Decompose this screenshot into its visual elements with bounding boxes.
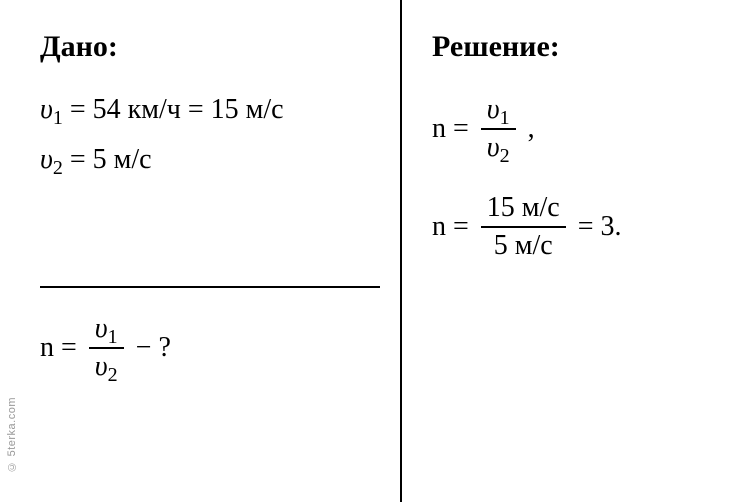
find-tail: − ? bbox=[136, 332, 171, 364]
find-num-sub: 1 bbox=[108, 326, 118, 348]
v1-value: = 54 км/ч = 15 м/с bbox=[63, 94, 284, 125]
find-numerator: υ1 bbox=[89, 313, 124, 349]
eq1-lhs: n = bbox=[432, 113, 469, 145]
watermark-text: © 5terka.com bbox=[6, 397, 18, 472]
v2-symbol: υ bbox=[40, 144, 53, 175]
find-den-sub: 2 bbox=[108, 364, 118, 386]
given-column: Дано: υ1 = 54 км/ч = 15 м/с υ2 = 5 м/с n… bbox=[40, 30, 400, 482]
find-denominator: υ2 bbox=[89, 349, 124, 383]
eq1-fraction: υ1 υ2 bbox=[481, 94, 516, 164]
eq1-denominator: υ2 bbox=[481, 130, 516, 164]
eq1-num-var: υ bbox=[487, 94, 500, 125]
eq2-lhs: n = bbox=[432, 211, 469, 243]
given-title: Дано: bbox=[40, 30, 400, 64]
eq2-fraction: 15 м/с 5 м/с bbox=[481, 192, 566, 262]
eq2-numerator: 15 м/с bbox=[481, 192, 566, 228]
vertical-divider bbox=[400, 0, 402, 502]
eq2-denominator: 5 м/с bbox=[488, 228, 559, 262]
find-den-var: υ bbox=[95, 351, 108, 382]
v2-subscript: 2 bbox=[53, 157, 63, 179]
eq1-tail: , bbox=[528, 113, 535, 145]
given-line-1: υ1 = 54 км/ч = 15 м/с bbox=[40, 94, 400, 126]
horizontal-divider bbox=[40, 286, 380, 288]
eq1-den-sub: 2 bbox=[500, 145, 510, 167]
find-num-var: υ bbox=[95, 313, 108, 344]
v2-value: = 5 м/с bbox=[63, 144, 152, 175]
solution-title: Решение: bbox=[432, 30, 725, 64]
eq1-den-var: υ bbox=[487, 132, 500, 163]
v1-subscript: 1 bbox=[53, 107, 63, 129]
find-fraction: υ1 υ2 bbox=[89, 313, 124, 383]
solution-column: Решение: n = υ1 υ2 , n = 15 м/с 5 м/с = … bbox=[427, 30, 725, 482]
solution-equation-1: n = υ1 υ2 , bbox=[432, 94, 725, 164]
eq2-tail: = 3. bbox=[578, 211, 622, 243]
main-container: Дано: υ1 = 54 км/ч = 15 м/с υ2 = 5 м/с n… bbox=[0, 0, 745, 502]
eq1-num-sub: 1 bbox=[500, 107, 510, 129]
find-lhs: n = bbox=[40, 332, 77, 364]
eq1-numerator: υ1 bbox=[481, 94, 516, 130]
given-line-2: υ2 = 5 м/с bbox=[40, 144, 400, 176]
solution-equation-2: n = 15 м/с 5 м/с = 3. bbox=[432, 192, 725, 262]
v1-symbol: υ bbox=[40, 94, 53, 125]
find-line: n = υ1 υ2 − ? bbox=[40, 313, 400, 383]
